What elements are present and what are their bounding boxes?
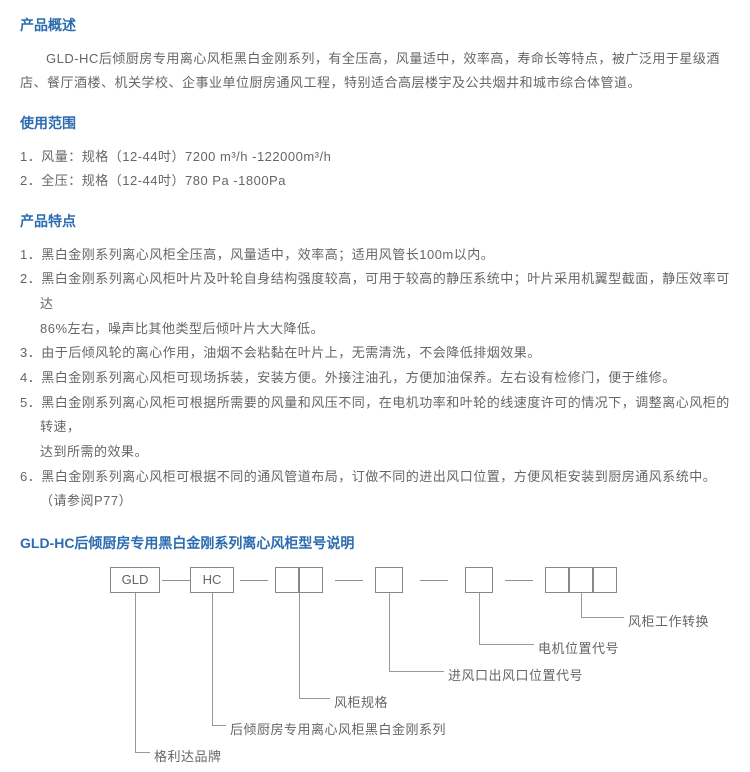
diagram-title: GLD-HC后倾厨房专用黑白金刚系列离心风柜型号说明 bbox=[20, 530, 730, 557]
box-spec-b bbox=[299, 567, 323, 593]
connector-line bbox=[389, 593, 390, 671]
dash: —— bbox=[162, 567, 188, 593]
dash: —— bbox=[236, 567, 272, 593]
connector-line bbox=[135, 593, 136, 752]
features-list: 1．黑白金刚系列离心风柜全压高，风量适中，效率高；适用风管长100m以内。 2．… bbox=[20, 243, 730, 515]
list-item: 2．全压：规格（12-44吋）780 Pa -1800Pa bbox=[20, 169, 730, 194]
connector-line bbox=[581, 593, 582, 617]
dash: —— bbox=[326, 567, 372, 593]
connector-line bbox=[581, 617, 624, 618]
section-title-features: 产品特点 bbox=[20, 208, 730, 235]
model-diagram: GLD —— HC —— —— —— —— 风柜工作转换 电机位置代号 进风口出… bbox=[50, 567, 750, 752]
list-item: 2．黑白金刚系列离心风柜叶片及叶轮自身结构强度较高，可用于较高的静压系统中；叶片… bbox=[20, 267, 730, 316]
connector-line bbox=[212, 593, 213, 725]
dash: —— bbox=[496, 567, 542, 593]
connector-line bbox=[135, 752, 150, 753]
list-item: 1．黑白金刚系列离心风柜全压高，风量适中，效率高；适用风管长100m以内。 bbox=[20, 243, 730, 268]
label-brand: 格利达品牌 bbox=[154, 745, 222, 770]
section-title-scope: 使用范围 bbox=[20, 110, 730, 137]
box-work-a bbox=[545, 567, 569, 593]
label-motor-pos: 电机位置代号 bbox=[538, 637, 619, 662]
list-item: 5．黑白金刚系列离心风柜可根据所需要的风量和风压不同，在电机功率和叶轮的线速度许… bbox=[20, 391, 730, 440]
label-series: 后倾厨房专用离心风柜黑白金刚系列 bbox=[230, 718, 446, 743]
label-inlet-outlet: 进风口出风口位置代号 bbox=[448, 664, 583, 689]
connector-line bbox=[389, 671, 444, 672]
connector-line bbox=[479, 593, 480, 644]
box-hc: HC bbox=[190, 567, 234, 593]
list-item: 6．黑白金刚系列离心风柜可根据不同的通风管道布局，订做不同的进出风口位置，方便风… bbox=[20, 465, 730, 490]
box-spec-a bbox=[275, 567, 299, 593]
list-item: 达到所需的效果。 bbox=[20, 440, 730, 465]
label-spec: 风柜规格 bbox=[334, 691, 388, 716]
list-item: 1．风量：规格（12-44吋）7200 m³/h -122000m³/h bbox=[20, 145, 730, 170]
box-inlet-outlet bbox=[375, 567, 403, 593]
connector-line bbox=[299, 698, 330, 699]
connector-line bbox=[299, 593, 300, 698]
box-motor-pos bbox=[465, 567, 493, 593]
connector-line bbox=[479, 644, 534, 645]
dash: —— bbox=[406, 567, 462, 593]
label-work-convert: 风柜工作转换 bbox=[628, 610, 709, 635]
box-work-b bbox=[569, 567, 593, 593]
list-item: 4．黑白金刚系列离心风柜可现场拆装，安装方便。外接注油孔，方便加油保养。左右设有… bbox=[20, 366, 730, 391]
scope-list: 1．风量：规格（12-44吋）7200 m³/h -122000m³/h 2．全… bbox=[20, 145, 730, 194]
list-item: 3．由于后倾风轮的离心作用，油烟不会粘黏在叶片上，无需清洗，不会降低排烟效果。 bbox=[20, 341, 730, 366]
box-work-c bbox=[593, 567, 617, 593]
section-title-overview: 产品概述 bbox=[20, 12, 730, 39]
list-item: （请参阅P77） bbox=[20, 489, 730, 514]
list-item: 86%左右，噪声比其他类型后倾叶片大大降低。 bbox=[20, 317, 730, 342]
box-gld: GLD bbox=[110, 567, 160, 593]
connector-line bbox=[212, 725, 226, 726]
overview-body: GLD-HC后倾厨房专用离心风柜黑白金刚系列，有全压高，风量适中，效率高，寿命长… bbox=[20, 47, 730, 96]
